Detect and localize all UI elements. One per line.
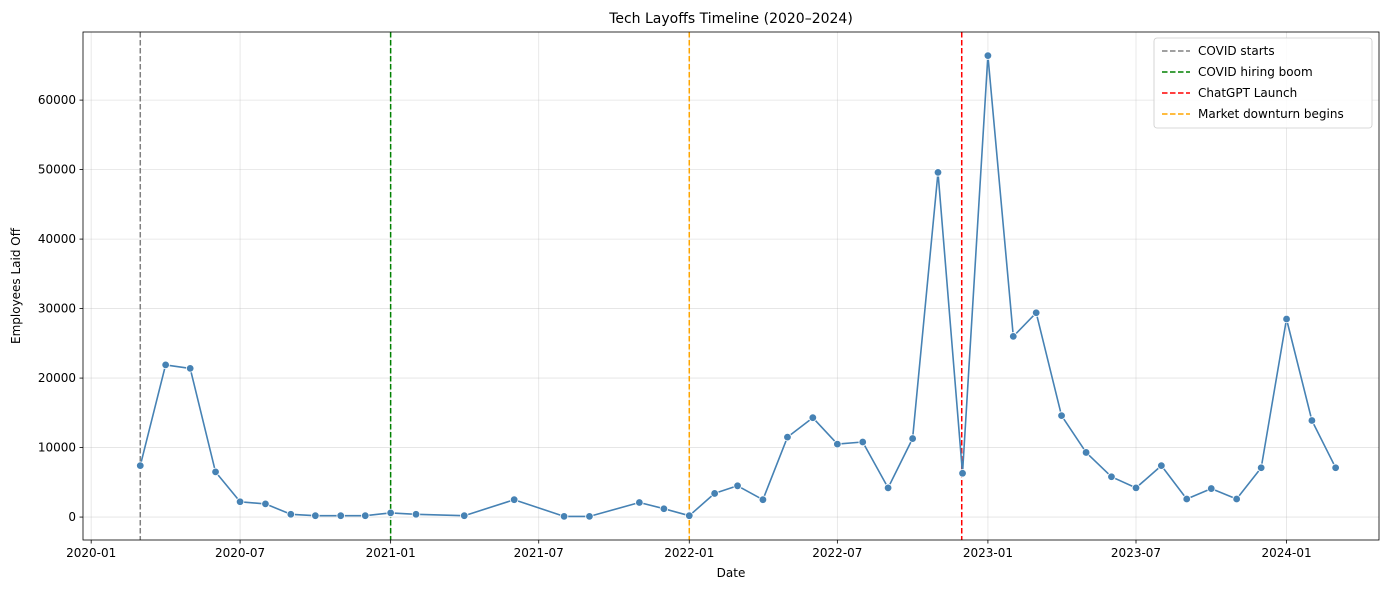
data-point [958,469,967,478]
data-point [509,495,519,504]
legend: COVID starts COVID hiring boom ChatGPT Lau… [1153,37,1373,129]
y-tick-label: 50000 [38,163,76,177]
data-point [1282,314,1291,324]
x-tick-label: 2023-01 [963,546,1013,560]
x-tick-label: 2024-01 [1261,546,1311,560]
data-point [808,413,818,422]
data-point [1256,463,1266,472]
data-point [983,51,993,60]
data-point [858,437,867,447]
data-point [559,512,569,521]
data-point [1207,484,1216,493]
event-lines [139,32,963,540]
y-axis-ticks: 0 10000 20000 30000 40000 50000 60000 [38,93,83,524]
data-point [1031,308,1041,317]
data-point [411,510,421,519]
x-axis-title: Date [717,566,746,580]
legend-label: Market downturn begins [1198,107,1344,121]
legend-label: ChatGPT Launch [1198,86,1297,100]
data-point [235,497,245,506]
y-tick-label: 40000 [38,232,76,246]
data-point [833,439,842,449]
x-tick-label: 2021-07 [514,546,564,560]
data-point [311,511,320,520]
data-point [783,432,792,442]
data-point [758,495,768,504]
y-tick-label: 60000 [38,93,76,107]
y-tick-label: 30000 [38,302,76,316]
data-point [185,364,195,373]
y-tick-label: 10000 [38,441,76,455]
data-point [1182,494,1191,504]
plot-frame [82,31,1380,541]
data-point [1131,483,1141,493]
data-point [1107,472,1116,481]
x-tick-label: 2020-01 [66,546,116,560]
y-tick-label: 20000 [38,371,76,385]
data-point [585,512,594,521]
data-point [460,511,469,520]
data-point [635,498,644,507]
x-tick-label: 2020-07 [215,546,265,560]
legend-box [1153,37,1373,129]
y-axis-title: Employees Laid Off [9,227,23,344]
x-tick-label: 2023-07 [1111,546,1161,560]
data-point [161,360,170,370]
data-point [386,508,395,518]
data-point [136,461,145,470]
data-point [710,489,719,498]
data-point [1232,494,1241,504]
data-point [261,499,270,509]
data-point [933,168,943,177]
legend-label: COVID starts [1198,44,1275,58]
data-point [286,510,296,519]
data-point [336,511,345,520]
data-point [908,434,917,443]
data-point [659,504,669,513]
data-point [361,511,370,520]
data-point [211,467,220,477]
data-point [1057,411,1066,420]
series-layer [136,51,1340,521]
data-point [685,511,694,520]
data-point [883,483,893,493]
data-point [1009,332,1018,341]
legend-label: COVID hiring boom [1198,65,1313,79]
x-tick-label: 2022-01 [664,546,714,560]
x-tick-label: 2022-07 [812,546,862,560]
x-tick-label: 2021-01 [366,546,416,560]
y-tick-label: 0 [68,510,76,524]
data-point [1307,416,1317,425]
data-point [1157,461,1166,470]
x-axis-ticks: 2020-01 2020-07 2021-01 2021-07 2022-01 2022-… [66,540,1312,560]
data-point [1081,448,1091,457]
data-point [733,481,742,490]
data-point [1331,463,1340,472]
chart-title: Tech Layoffs Timeline (2020–2024) [608,11,853,27]
